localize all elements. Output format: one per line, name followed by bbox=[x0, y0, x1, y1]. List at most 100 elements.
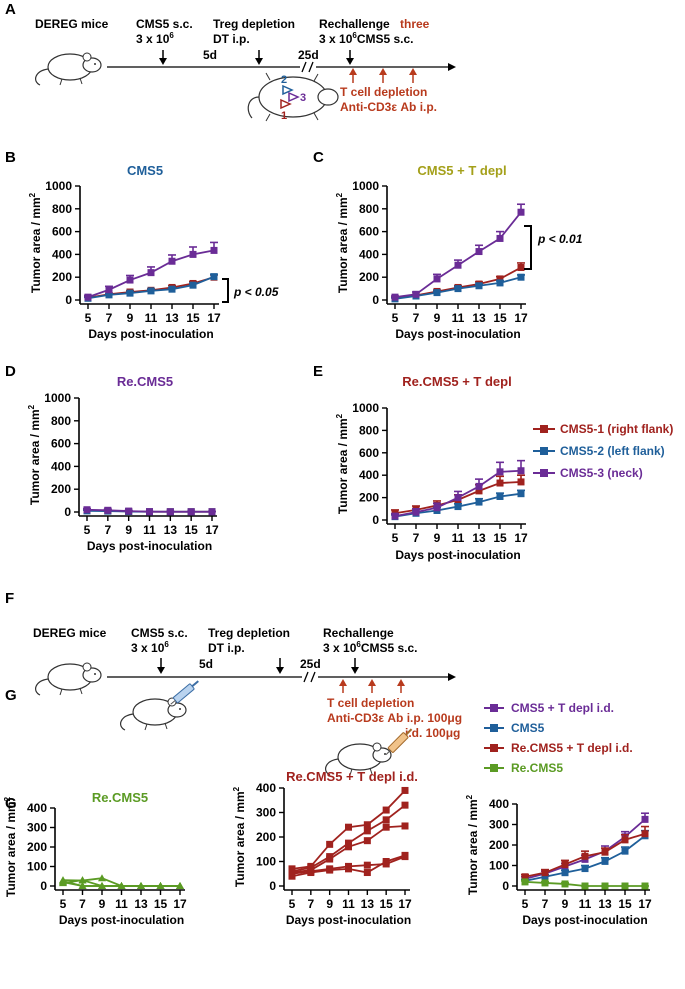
data-point bbox=[126, 289, 134, 297]
y-tick-label: 400 bbox=[52, 247, 72, 261]
y-tick-label: 0 bbox=[269, 879, 276, 893]
schema-a-host: DEREG mice bbox=[35, 17, 109, 31]
schema-f-event1-dose: 3 x 10 bbox=[131, 641, 165, 655]
x-tick-label: 15 bbox=[618, 897, 632, 911]
schema-a-event3-tail: CMS5 s.c. bbox=[357, 32, 414, 46]
data-point bbox=[189, 281, 197, 289]
data-point bbox=[561, 869, 569, 877]
y-tick-label: 1000 bbox=[45, 179, 72, 193]
site-2-marker bbox=[282, 84, 294, 96]
schema-f-event1-title: CMS5 s.c. bbox=[131, 626, 188, 640]
x-axis-label: Days post-inoculation bbox=[59, 913, 184, 927]
legend-e: CMS5-1 (right flank) CMS5-2 (left flank) C… bbox=[533, 422, 673, 480]
schema-f-event3-tail: CMS5 s.c. bbox=[361, 641, 418, 655]
data-point bbox=[641, 815, 649, 823]
x-tick-label: 13 bbox=[134, 897, 148, 911]
x-axis-label: Days post-inoculation bbox=[286, 913, 411, 927]
chart-g3: 0 100 200 300 400 5 7 9 11 13 15 17 Tumor area / mm2… bbox=[465, 794, 652, 927]
series-2 bbox=[84, 241, 218, 301]
panel-label-f: F bbox=[5, 590, 14, 607]
data-point bbox=[84, 293, 92, 301]
data-point bbox=[541, 879, 549, 887]
schema-f-event2-sub: DT i.p. bbox=[208, 641, 245, 655]
x-tick-label: 17 bbox=[514, 311, 528, 325]
y-tick-label: 300 bbox=[27, 821, 47, 835]
schema-a-event3-dose: 3 x 10 bbox=[319, 32, 353, 46]
x-tick-label: 11 bbox=[452, 531, 465, 545]
schema-a-interval2: 25d bbox=[298, 48, 319, 62]
series-3 bbox=[521, 878, 649, 890]
chart-title: CMS5 bbox=[127, 163, 163, 178]
arrow-right-icon bbox=[448, 63, 456, 71]
y-tick-label: 400 bbox=[256, 781, 276, 795]
data-point bbox=[433, 504, 441, 512]
x-tick-label: 5 bbox=[392, 531, 399, 545]
data-point bbox=[496, 279, 504, 287]
data-point bbox=[517, 264, 525, 272]
y-axis-label: Tumor area / mm2 bbox=[3, 796, 18, 897]
x-tick-label: 11 bbox=[342, 897, 355, 911]
data-point bbox=[454, 494, 462, 502]
data-point bbox=[137, 882, 145, 889]
y-tick-label: 200 bbox=[51, 482, 71, 496]
chart-g1: G Re.CMS5 0 100 200 300 400 5 7 9 11 13 15 17 Tumor ar… bbox=[3, 790, 187, 927]
data-point bbox=[401, 853, 409, 861]
x-tick-label: 15 bbox=[186, 311, 200, 325]
y-tick-label: 800 bbox=[359, 423, 379, 437]
x-tick-label: 5 bbox=[85, 311, 92, 325]
y-tick-label: 800 bbox=[51, 414, 71, 428]
legend-label: CMS5-1 (right flank) bbox=[560, 422, 673, 436]
data-point bbox=[401, 786, 409, 794]
series-4 bbox=[288, 853, 409, 878]
data-point bbox=[105, 286, 113, 294]
series-1 bbox=[84, 273, 218, 302]
data-point bbox=[105, 291, 113, 299]
arrow-up-icon bbox=[349, 68, 417, 83]
chart-b: B CMS5 0 200 400 600 800 1000 5 7 9 11 13 15 17 Tumor a… bbox=[5, 149, 221, 341]
p-value-c: p < 0.01 bbox=[537, 232, 583, 246]
series-1 bbox=[391, 273, 525, 303]
x-tick-label: 9 bbox=[125, 523, 132, 537]
y-tick-label: 400 bbox=[51, 459, 71, 473]
x-tick-label: 17 bbox=[205, 523, 219, 537]
y-tick-label: 300 bbox=[256, 806, 276, 820]
schema-a: A DEREG mice CMS5 s.c. 3 x 106 Treg depl… bbox=[5, 1, 456, 122]
y-tick-label: 400 bbox=[489, 797, 509, 811]
y-axis-label: Tumor area / mm2 bbox=[335, 192, 350, 293]
data-point bbox=[454, 503, 462, 511]
chart-c: C CMS5 + T depl 0 200 400 600 800 1000 5 7 9 11 13 15… bbox=[313, 149, 528, 341]
data-point bbox=[621, 836, 629, 844]
svg-text:3 x 106: 3 x 106 bbox=[131, 640, 169, 655]
data-point bbox=[496, 275, 504, 283]
x-tick-label: 13 bbox=[472, 311, 486, 325]
data-point bbox=[581, 865, 589, 873]
data-point bbox=[517, 273, 525, 281]
data-point bbox=[581, 852, 589, 860]
data-point bbox=[382, 823, 390, 831]
data-point bbox=[601, 882, 609, 890]
y-tick-label: 600 bbox=[359, 446, 379, 460]
x-tick-label: 15 bbox=[493, 311, 507, 325]
data-point bbox=[363, 837, 371, 845]
x-tick-label: 9 bbox=[326, 897, 333, 911]
data-point bbox=[326, 855, 334, 863]
schema-f-tdepl-2: Anti-CD3ε Ab i.p. 100μg bbox=[327, 711, 462, 725]
data-point bbox=[517, 467, 525, 475]
schema-f-tdepl-3: i.d. 100μg bbox=[405, 726, 460, 740]
data-point bbox=[521, 873, 529, 881]
x-tick-label: 7 bbox=[79, 897, 86, 911]
data-point bbox=[382, 860, 390, 868]
series-2 bbox=[521, 825, 649, 881]
data-point bbox=[433, 289, 441, 297]
data-point bbox=[391, 512, 399, 520]
mouse-icon bbox=[247, 72, 339, 122]
data-point bbox=[433, 275, 441, 283]
data-point bbox=[59, 877, 67, 885]
data-point bbox=[345, 843, 352, 851]
legend-label: CMS5 + T depl i.d. bbox=[511, 701, 614, 715]
y-tick-label: 1000 bbox=[352, 401, 379, 415]
y-tick-label: 0 bbox=[372, 513, 379, 527]
schema-a-event2-sub: DT i.p. bbox=[213, 32, 250, 46]
y-tick-label: 0 bbox=[40, 879, 47, 893]
data-point bbox=[78, 876, 87, 884]
